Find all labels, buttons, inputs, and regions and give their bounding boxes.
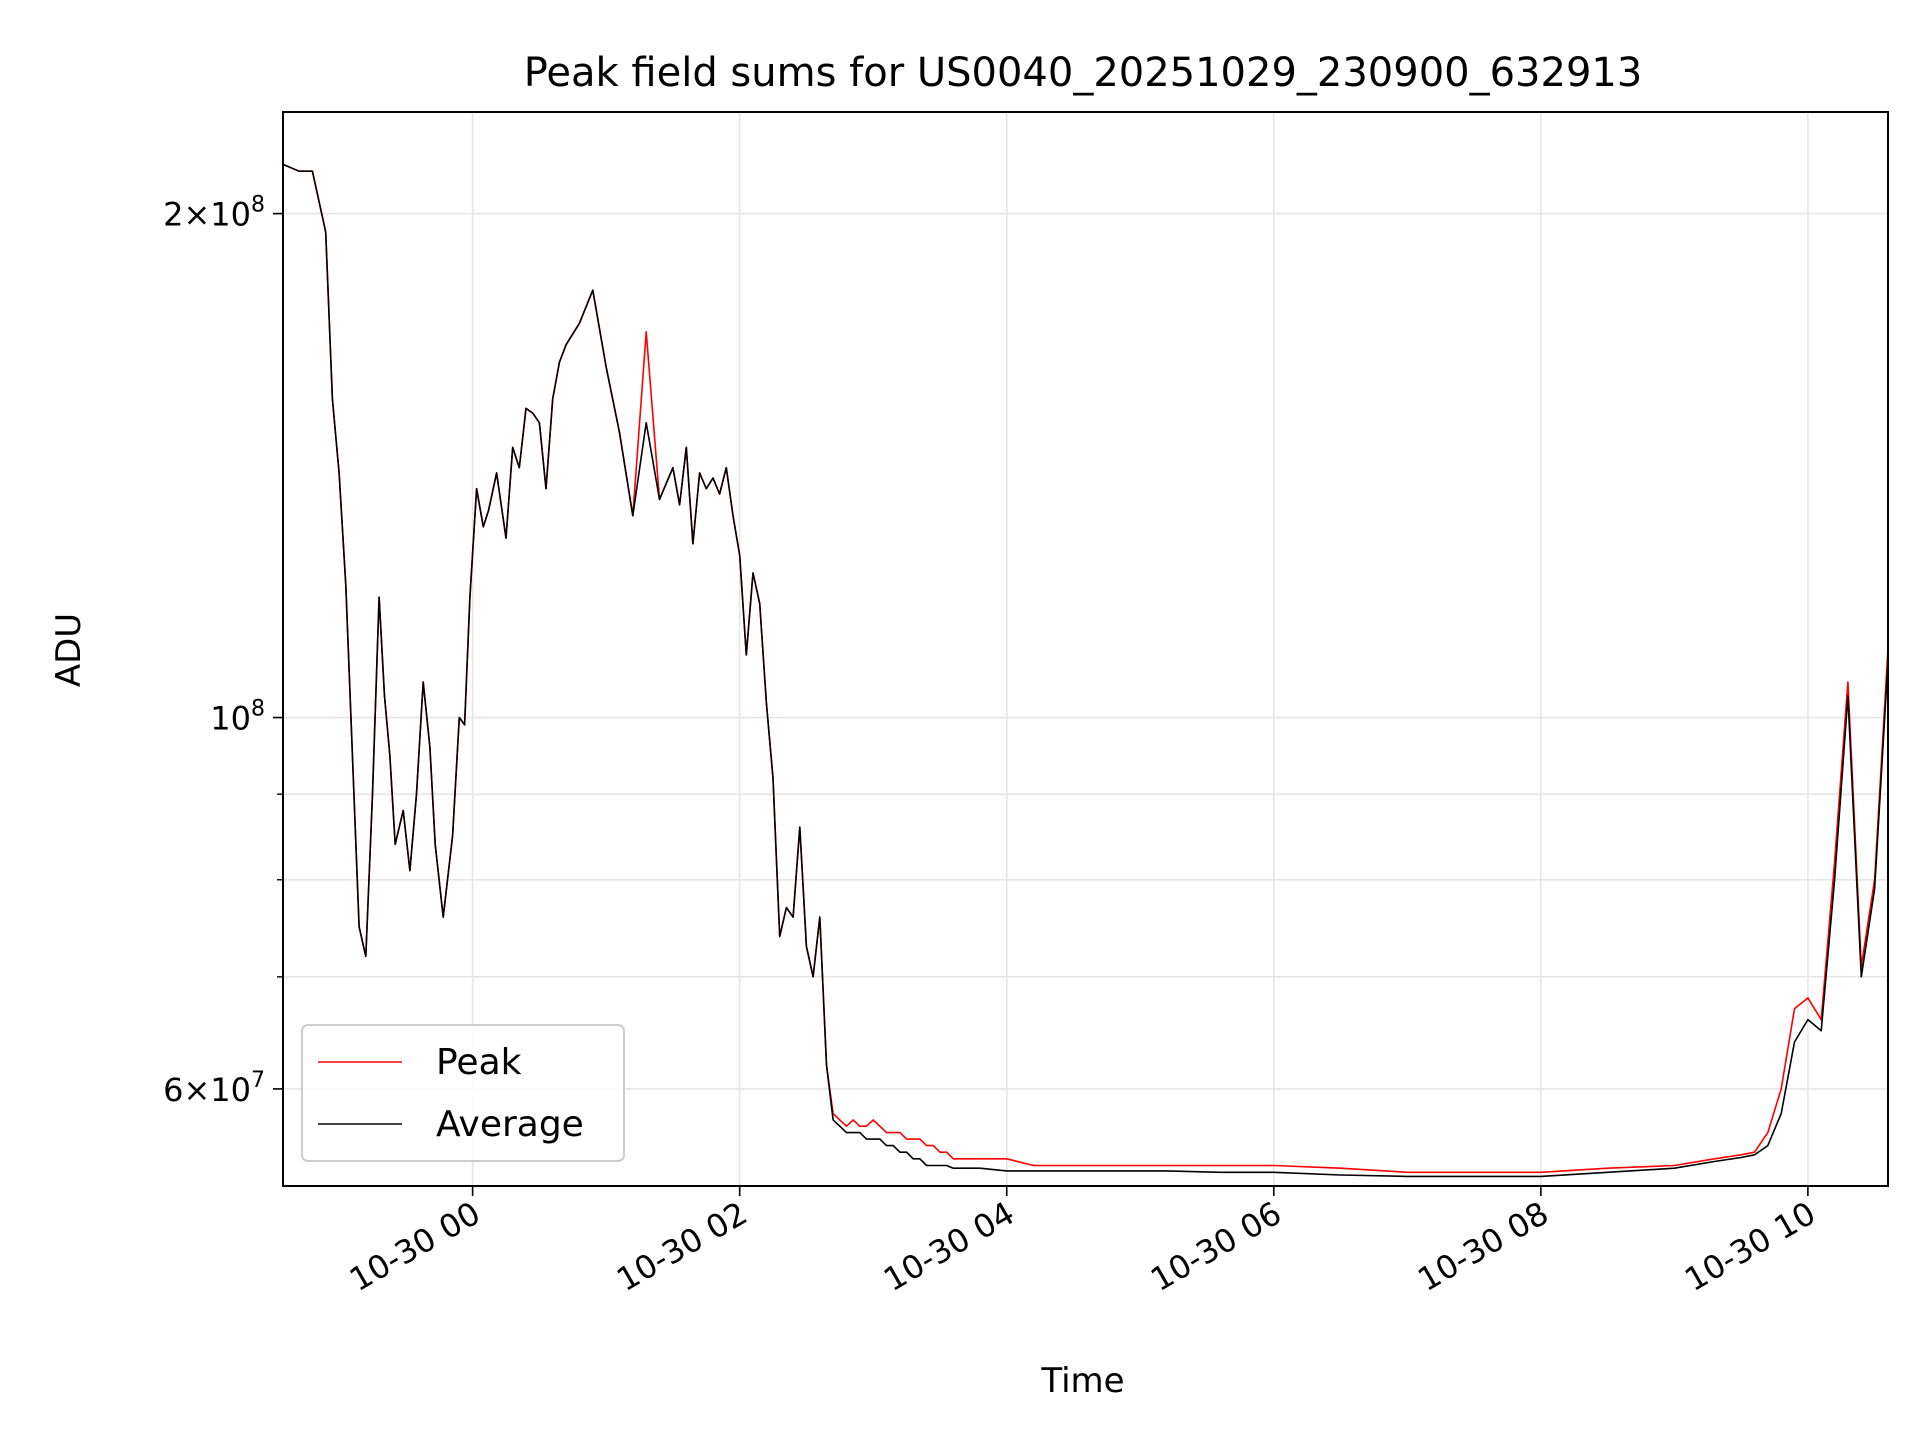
series-group	[282, 163, 1889, 1178]
y-axis-label: ADU	[49, 613, 89, 687]
legend-label-average: Average	[436, 1104, 584, 1145]
x-axis-label: Time	[1040, 1361, 1124, 1401]
legend: Peak Average	[301, 1024, 625, 1162]
y-tick-label: 2×108	[163, 193, 265, 234]
grid	[283, 112, 1888, 1186]
legend-label-peak: Peak	[436, 1042, 522, 1083]
y-tick-label: 108	[210, 697, 265, 738]
legend-box	[301, 1024, 625, 1162]
chart-title: Peak field sums for US0040_20251029_2309…	[524, 50, 1643, 96]
y-tick-label: 6×107	[163, 1068, 265, 1109]
plot-frame	[282, 111, 1889, 1187]
series-line-average	[282, 163, 1889, 1178]
